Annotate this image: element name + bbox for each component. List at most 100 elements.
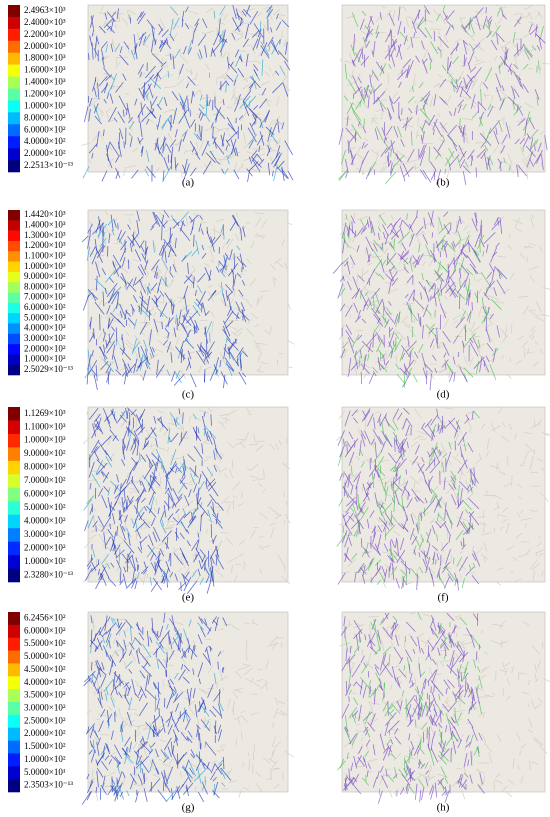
background-fiber (463, 355, 468, 364)
fiber (452, 56, 459, 65)
background-fiber (501, 519, 508, 524)
background-fiber (381, 551, 392, 554)
colorbar-segment (8, 220, 20, 231)
background-fiber (235, 563, 242, 566)
fiber (208, 435, 213, 445)
fiber (113, 302, 119, 312)
fiber (536, 149, 543, 164)
fiber (362, 685, 367, 699)
fiber (384, 568, 388, 582)
background-fiber (405, 281, 410, 286)
fiber (473, 467, 476, 484)
fiber (345, 501, 355, 513)
background-fiber (510, 323, 513, 334)
background-fiber (87, 33, 95, 42)
fiber (372, 333, 374, 348)
fiber (116, 292, 120, 309)
fiber (354, 712, 357, 720)
background-fiber (382, 242, 393, 244)
fiber (441, 265, 450, 275)
background-fiber (508, 233, 511, 238)
background-fiber (490, 425, 501, 432)
fiber (397, 522, 405, 530)
background-fiber (473, 61, 486, 66)
fiber (433, 146, 442, 157)
background-fiber (126, 165, 136, 169)
colorbar-segment (8, 555, 20, 569)
fiber (193, 132, 200, 140)
fiber (261, 59, 264, 76)
fiber (261, 88, 267, 96)
background-fiber (414, 162, 417, 170)
colorbar-label: 1.0000×10² (24, 354, 66, 364)
fiber (222, 328, 231, 341)
background-fiber (155, 755, 160, 758)
fiber (149, 577, 152, 586)
fiber (175, 703, 179, 712)
fiber (145, 65, 156, 79)
colorbar-segment (8, 52, 20, 65)
fiber (91, 561, 97, 571)
fiber (419, 144, 427, 159)
fiber (158, 40, 166, 49)
fiber (88, 461, 95, 478)
fiber (143, 773, 146, 784)
fiber (204, 320, 213, 337)
fiber (375, 559, 382, 566)
fiber (367, 95, 370, 109)
fiber (353, 530, 357, 537)
fiber (272, 82, 283, 94)
background-fiber (430, 520, 436, 523)
fiber (253, 23, 264, 38)
background-fiber (253, 743, 256, 752)
background-fiber (99, 687, 107, 693)
fiber (419, 108, 432, 122)
fiber (395, 311, 401, 328)
background-fiber (483, 495, 496, 497)
background-fiber (515, 360, 522, 365)
fiber (367, 15, 373, 29)
background-fiber (484, 694, 494, 698)
colorbar-segment (8, 230, 20, 242)
fiber (352, 48, 362, 64)
fiber (480, 142, 485, 149)
background-fiber (149, 759, 155, 771)
fiber (182, 676, 190, 684)
fiber (263, 110, 270, 123)
background-fiber (438, 30, 441, 36)
fiber (182, 412, 184, 424)
fiber (156, 359, 159, 375)
fiber (201, 252, 207, 259)
fiber (422, 104, 427, 118)
fiber (197, 662, 204, 678)
colorbar-label: 4.5000×10² (24, 664, 66, 674)
fiber (447, 679, 455, 688)
fiber (375, 565, 382, 576)
background-fiber (405, 159, 418, 164)
fiber (445, 26, 451, 36)
fiber (484, 281, 492, 297)
fiber (531, 45, 537, 51)
fiber (187, 40, 193, 53)
fiber (105, 456, 113, 468)
background-fiber (245, 649, 248, 662)
fiber (156, 103, 162, 111)
fiber (343, 616, 346, 626)
fiber (96, 459, 106, 469)
fiber (472, 562, 476, 568)
fiber (398, 81, 402, 88)
fiber (469, 341, 479, 357)
fiber (125, 527, 131, 538)
background-fiber (474, 55, 479, 61)
background-fiber (165, 664, 175, 667)
fiber (227, 123, 238, 135)
fiber (119, 310, 123, 318)
fiber (370, 577, 373, 584)
background-fiber (462, 117, 474, 121)
background-fiber (363, 286, 372, 295)
background-fiber (207, 665, 214, 674)
background-fiber (469, 429, 472, 434)
background-fiber (105, 316, 115, 319)
background-fiber (128, 117, 135, 124)
fiber (361, 340, 374, 353)
